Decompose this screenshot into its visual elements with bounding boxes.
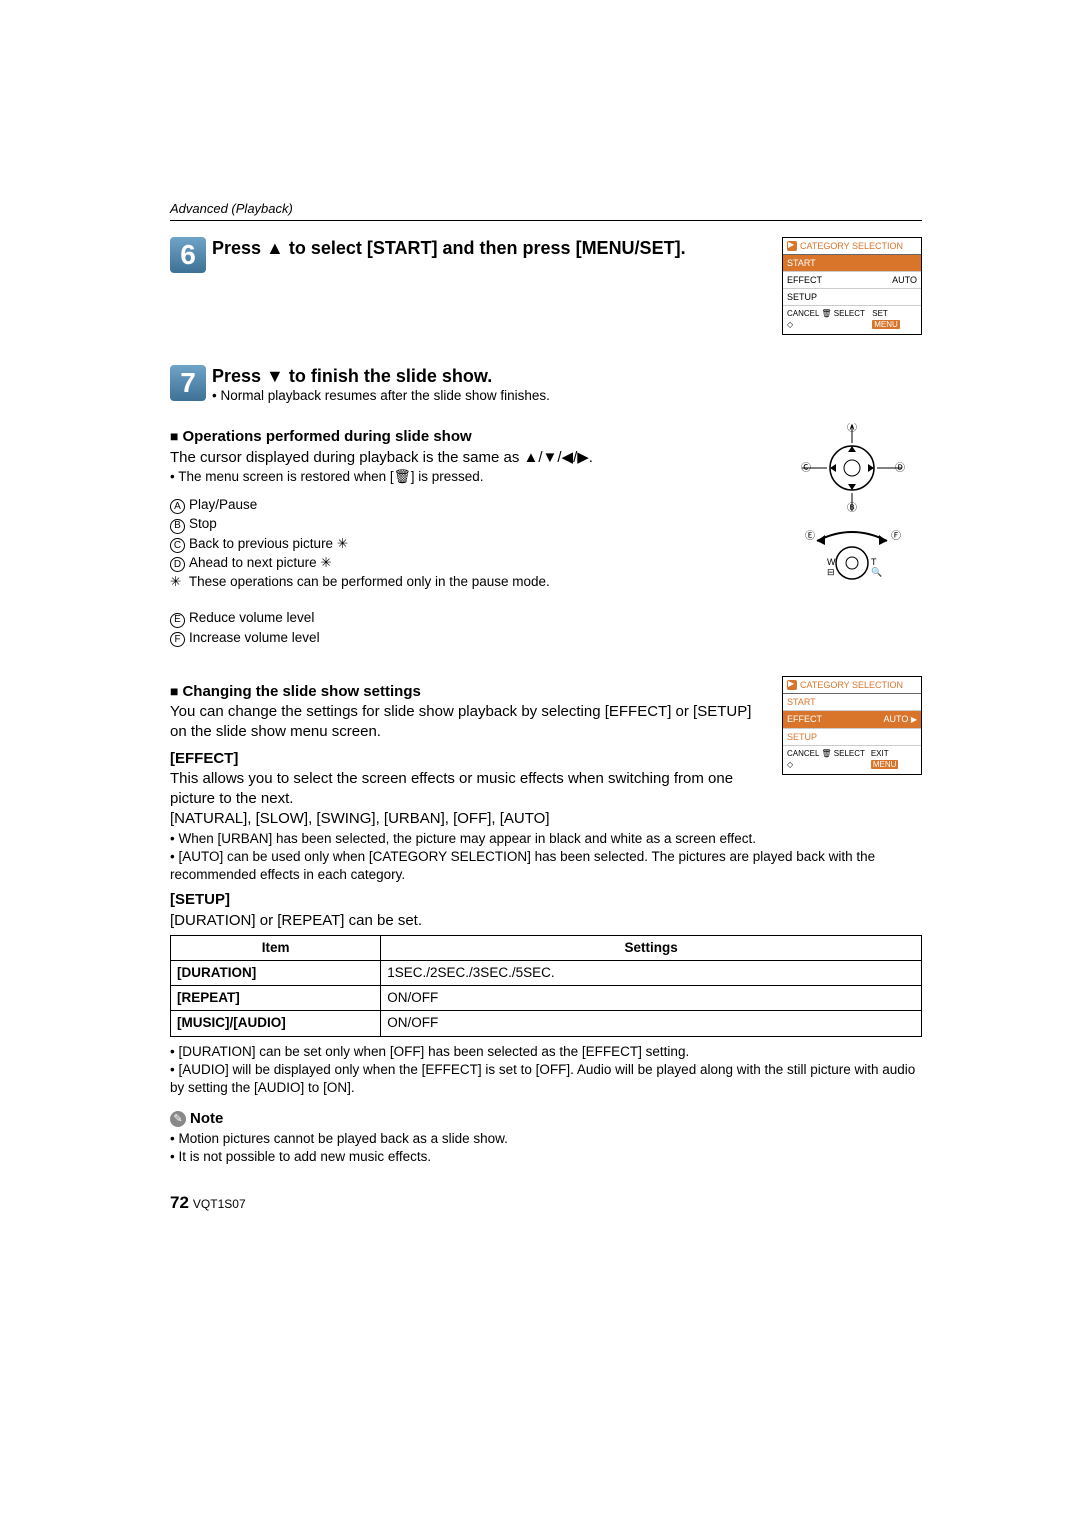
svg-text:Ⓑ: Ⓑ	[847, 502, 857, 513]
step-7-note: • Normal playback resumes after the slid…	[212, 387, 550, 405]
svg-text:W: W	[827, 557, 836, 567]
svg-text:🔍: 🔍	[871, 566, 882, 577]
svg-text:⊟: ⊟	[827, 567, 835, 577]
play-icon	[787, 241, 797, 251]
effect-label: [EFFECT]	[170, 749, 768, 769]
step-7: 7 Press ▼ to finish the slide show. • No…	[170, 365, 922, 406]
osd1-title: CATEGORY SELECTION	[800, 240, 903, 252]
osd1-row-setup: SETUP	[783, 289, 921, 306]
effect-b1: • When [URBAN] has been selected, the pi…	[170, 830, 922, 848]
step-6: 6 Press ▲ to select [START] and then pre…	[170, 237, 922, 335]
osd2-title: CATEGORY SELECTION	[800, 679, 903, 691]
osd-panel-2: CATEGORY SELECTION START EFFECTAUTO ▶ SE…	[782, 676, 922, 775]
change-heading: ■Changing the slide show settings	[170, 682, 768, 702]
svg-text:Ⓕ: Ⓕ	[891, 530, 901, 542]
play-icon	[787, 680, 797, 690]
svg-text:Ⓔ: Ⓔ	[805, 530, 815, 542]
step-6-number: 6	[170, 237, 206, 273]
ops-line2: • The menu screen is restored when [🗑] i…	[170, 468, 768, 486]
pencil-icon: ✎	[170, 1111, 186, 1127]
svg-text:Ⓒ: Ⓒ	[801, 462, 811, 474]
step-7-number: 7	[170, 365, 206, 401]
effect-b2: • [AUTO] can be used only when [CATEGORY…	[170, 848, 922, 884]
step-6-title: Press ▲ to select [START] and then press…	[212, 237, 686, 260]
vol-list: EReduce volume level FIncrease volume le…	[170, 609, 768, 647]
note-n1: • Motion pictures cannot be played back …	[170, 1130, 922, 1148]
osd1-row-effect: EFFECTAUTO	[783, 272, 921, 289]
page-footer: 72VQT1S07	[170, 1192, 922, 1215]
note-heading: ✎ Note	[170, 1109, 922, 1129]
osd2-row-start: START	[783, 694, 921, 711]
ops-heading: ■Operations performed during slide show	[170, 427, 768, 447]
setup-label: [SETUP]	[170, 890, 922, 910]
change-body: You can change the settings for slide sh…	[170, 702, 768, 743]
setup-n2: • [AUDIO] will be displayed only when th…	[170, 1061, 922, 1097]
svg-text:Ⓐ: Ⓐ	[847, 423, 857, 434]
breadcrumb: Advanced (Playback)	[170, 200, 922, 221]
effect-body: This allows you to select the screen eff…	[170, 769, 768, 810]
svg-text:T: T	[871, 557, 877, 567]
effect-opts: [NATURAL], [SLOW], [SWING], [URBAN], [OF…	[170, 809, 922, 829]
svg-text:Ⓓ: Ⓓ	[895, 462, 905, 474]
osd1-row-start: START	[783, 255, 921, 272]
ops-list: APlay/Pause BStop CBack to previous pict…	[170, 496, 768, 591]
note-n2: • It is not possible to add new music ef…	[170, 1148, 922, 1166]
osd1-footer: CANCEL 🗑 SELECT ◇ SET MENU	[783, 306, 921, 334]
ops-line1: The cursor displayed during playback is …	[170, 448, 768, 468]
setup-n1: • [DURATION] can be set only when [OFF] …	[170, 1043, 922, 1061]
dpad-figure: Ⓐ Ⓑ Ⓒ Ⓓ Ⓔ Ⓕ W T ⊟ 🔍	[782, 421, 922, 595]
step-7-title: Press ▼ to finish the slide show.	[212, 365, 550, 388]
osd2-footer: CANCEL 🗑 SELECT ◇ EXIT MENU	[783, 746, 921, 774]
osd2-row-setup: SETUP	[783, 729, 921, 746]
settings-table: ItemSettings [DURATION]1SEC./2SEC./3SEC.…	[170, 935, 922, 1037]
osd2-row-effect: EFFECTAUTO ▶	[783, 711, 921, 729]
setup-body: [DURATION] or [REPEAT] can be set.	[170, 911, 922, 931]
osd-panel-1: CATEGORY SELECTION START EFFECTAUTO SETU…	[782, 237, 922, 335]
